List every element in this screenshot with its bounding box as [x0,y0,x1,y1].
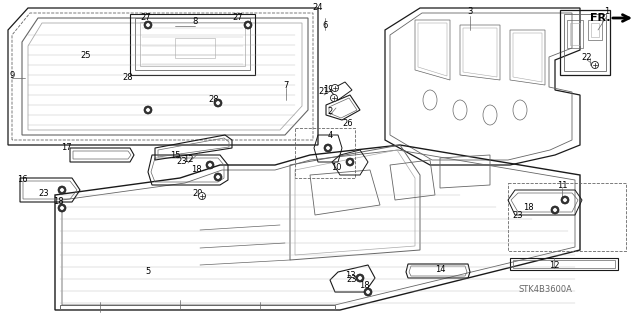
Bar [175,38,215,58]
Bar [588,20,602,40]
Circle shape [198,192,205,199]
Text: 28: 28 [123,73,133,83]
Bar [295,128,355,178]
Text: 1: 1 [604,8,610,17]
Circle shape [58,186,66,194]
Circle shape [146,23,150,27]
Circle shape [144,106,152,114]
Text: 23: 23 [513,211,524,220]
Circle shape [553,208,557,212]
Text: 11: 11 [557,181,567,189]
Circle shape [330,94,337,101]
Bar [508,183,626,251]
Circle shape [58,204,66,212]
Text: 13: 13 [345,271,355,280]
Text: 23: 23 [38,189,49,198]
Bar [591,23,599,37]
Text: 18: 18 [191,166,202,174]
Text: 3: 3 [467,8,473,17]
Circle shape [214,173,222,181]
Text: 12: 12 [183,155,193,165]
Text: 19: 19 [323,85,333,94]
Text: 22: 22 [582,53,592,62]
Text: 4: 4 [328,130,333,139]
Text: 24: 24 [313,4,323,12]
Text: 28: 28 [209,95,220,105]
Text: 18: 18 [523,204,533,212]
Circle shape [332,85,339,92]
Circle shape [563,198,567,202]
Text: 12: 12 [548,261,559,270]
Circle shape [591,62,598,69]
Text: 15: 15 [170,151,180,160]
Text: 27: 27 [233,13,243,23]
Text: 27: 27 [141,13,151,23]
Text: 18: 18 [358,281,369,291]
Circle shape [60,206,64,210]
Circle shape [561,196,569,204]
Circle shape [216,175,220,179]
Circle shape [208,163,212,167]
Circle shape [214,99,222,107]
Circle shape [356,274,364,282]
Text: 21: 21 [319,87,329,97]
Text: 26: 26 [342,120,353,129]
Circle shape [324,144,332,152]
Text: 7: 7 [284,80,289,90]
Circle shape [244,21,252,29]
Text: FR.: FR. [589,13,611,23]
Text: 8: 8 [192,18,198,26]
Bar [570,23,580,45]
Circle shape [216,101,220,105]
Circle shape [246,23,250,27]
Circle shape [60,188,64,192]
Text: 9: 9 [10,70,15,79]
Circle shape [551,206,559,214]
Circle shape [144,21,152,29]
Circle shape [146,108,150,112]
Text: 17: 17 [61,144,71,152]
Text: 23: 23 [347,276,357,285]
Text: 6: 6 [323,21,328,31]
Text: 14: 14 [435,265,445,275]
Bar [567,20,583,48]
Circle shape [348,160,352,164]
Circle shape [206,161,214,169]
Text: 23: 23 [177,158,188,167]
Text: 18: 18 [52,197,63,206]
Text: 5: 5 [145,268,150,277]
Text: 2: 2 [328,108,333,116]
Text: STK4B3600A: STK4B3600A [518,286,572,294]
Text: 16: 16 [17,175,28,184]
Circle shape [346,158,354,166]
Circle shape [364,288,372,296]
Circle shape [326,146,330,150]
Text: 20: 20 [193,189,204,198]
Circle shape [366,290,370,294]
Text: 25: 25 [81,51,92,61]
Text: 10: 10 [331,164,341,173]
Circle shape [358,276,362,280]
